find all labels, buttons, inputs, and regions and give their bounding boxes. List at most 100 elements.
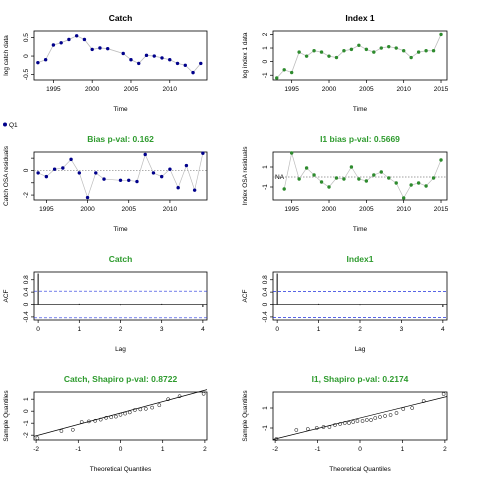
data-point (304, 54, 309, 58)
x-tick-label: 0 (275, 326, 279, 333)
panel-title: Index 1 (345, 13, 375, 23)
data-point (431, 49, 436, 53)
residual-point (102, 177, 106, 181)
data-point (67, 37, 71, 42)
residual-point (184, 163, 189, 168)
panel-title: Catch (109, 254, 133, 264)
qq-point (114, 414, 118, 419)
residual-point (349, 165, 354, 169)
y-tick-label: 0 (23, 409, 30, 413)
y-tick-label: 1 (262, 46, 269, 50)
x-tick-label: 2 (119, 326, 123, 333)
y-tick-label: 0.8 (23, 275, 30, 284)
x-tick-label: 0 (358, 446, 362, 453)
data-point (275, 76, 279, 80)
y-tick-label: 0 (23, 168, 30, 172)
x-axis-label: Theoretical Quantiles (90, 466, 152, 473)
data-point (199, 61, 203, 66)
y-tick-label: 1 (262, 165, 269, 169)
residual-point (282, 187, 286, 191)
qq-point (150, 405, 154, 410)
x-axis-label: Time (113, 106, 128, 113)
qq-point (35, 436, 40, 441)
residual-line (37, 153, 204, 199)
x-axis-label: Time (353, 226, 368, 233)
residual-point (409, 183, 413, 187)
y-axis-label: log index 1 data (242, 32, 249, 78)
y-axis-label: ACF (3, 289, 10, 302)
x-axis-label: Theoretical Quantiles (329, 466, 391, 473)
residual-point (334, 176, 339, 180)
qq-point (132, 408, 137, 412)
y-tick-label: 0.4 (23, 287, 30, 296)
data-point (424, 49, 428, 53)
data-point (175, 61, 180, 66)
panel-3: Bias p-val: 0.162 Time Catch OSA residuals… (3, 134, 208, 233)
qq-point (378, 415, 382, 419)
data-point (183, 63, 187, 67)
y-axis-label: log catch data (3, 35, 10, 76)
x-tick-label: 4 (201, 326, 205, 333)
x-tick-label: 1 (161, 446, 165, 453)
data-point (282, 68, 286, 72)
data-point (394, 46, 398, 50)
qq-point (321, 425, 326, 429)
x-tick-label: 2 (358, 326, 362, 333)
panel-8: I1, Shapiro p-val: 0.2174 Theoretical Qua… (242, 374, 448, 473)
x-axis-label: Lag (115, 346, 126, 353)
panel-title: I1 bias p-val: 0.5669 (320, 134, 400, 144)
residual-point (327, 185, 331, 189)
y-tick-label: 0 (23, 54, 30, 58)
qq-point (157, 403, 162, 408)
y-tick-label: -1 (23, 420, 30, 426)
panel-4: I1 bias p-val: 0.5669 Time Index OSA resid… (242, 134, 449, 233)
x-tick-label: 3 (400, 326, 404, 333)
x-axis-label: Lag (355, 346, 366, 353)
data-point (144, 53, 149, 58)
panel-6: Index1 Lag ACF 0 1 2 3 4 -0.4 0 0.4 0.8 (242, 254, 448, 353)
residual-point (357, 177, 361, 181)
qq-point (410, 406, 415, 410)
data-point (342, 49, 346, 53)
qq-point (59, 429, 64, 433)
x-axis-label: Time (353, 106, 368, 113)
x-tick-label: 2005 (122, 206, 137, 213)
data-point (129, 58, 133, 62)
data-point (319, 50, 324, 54)
qq-point (355, 419, 360, 423)
data-point (152, 54, 156, 58)
data-point (349, 47, 354, 52)
y-tick-label: -0.5 (23, 68, 30, 80)
x-tick-label: 2 (443, 446, 447, 453)
data-point (36, 60, 40, 65)
qq-point (360, 419, 365, 423)
residual-point (151, 171, 156, 175)
residual-point (135, 179, 139, 184)
y-axis-label: ACF (242, 289, 249, 302)
qq-point (201, 391, 206, 396)
x-tick-label: 0 (119, 446, 123, 453)
qq-point (394, 411, 399, 415)
qq-point (327, 425, 332, 429)
x-tick-label: 2010 (163, 86, 178, 93)
residual-point (77, 171, 82, 175)
y-tick-label: 0 (23, 302, 30, 306)
data-point (105, 46, 110, 51)
x-tick-label: 2000 (85, 86, 100, 93)
residual-point (424, 184, 428, 188)
residual-point (289, 151, 294, 155)
data-point (90, 47, 94, 52)
x-tick-label: 2000 (322, 206, 337, 213)
data-point (372, 50, 376, 54)
data-point (416, 50, 421, 54)
x-tick-label: 4 (441, 326, 445, 333)
x-tick-label: 2015 (434, 206, 449, 213)
y-tick-label: 0 (262, 302, 269, 306)
residual-point (401, 196, 406, 200)
qq-point (98, 417, 103, 422)
plot-frame (272, 30, 448, 81)
qq-point (138, 407, 143, 412)
qq-point (127, 410, 132, 415)
x-tick-label: 2005 (359, 206, 374, 213)
